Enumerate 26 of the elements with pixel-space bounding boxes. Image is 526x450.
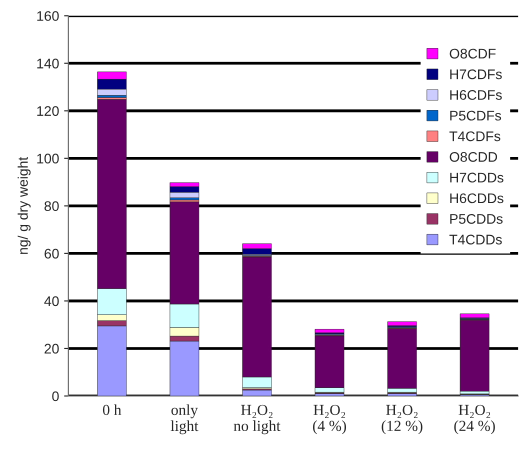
y-axis-title: ng/ g dry weight <box>18 156 31 254</box>
y-tick-label: 40 <box>44 296 59 306</box>
y-tick-label: 80 <box>44 201 59 212</box>
x-tick-label: H₂O₂ no light <box>234 404 280 434</box>
y-tick-label: 20 <box>44 344 59 354</box>
legend-label: O8CDF <box>450 48 496 59</box>
y-tick-label: 100 <box>37 154 59 164</box>
x-tick-label: H₂O₂ (4 %) <box>313 404 346 434</box>
legend-label: T4CDDs <box>449 234 502 244</box>
legend-label: H7CDFs <box>450 69 502 80</box>
legend-label: H7CDDs <box>450 172 504 183</box>
legend-label: P5CDDs <box>450 214 503 224</box>
x-tick-label: H₂O₂ (24 %) <box>454 404 495 434</box>
x-tick-label: H₂O₂ (12 %) <box>382 404 422 434</box>
y-tick-label: 60 <box>44 248 59 259</box>
y-tick-label: 0 <box>52 391 59 402</box>
legend-label: O8CDD <box>450 152 498 162</box>
y-tick-label: 160 <box>37 11 59 21</box>
y-tick-label: 120 <box>37 106 59 116</box>
legend-label: H6CDDs <box>450 193 504 204</box>
legend-label: H6CDFs <box>450 90 502 100</box>
legend-label: T4CDFs <box>449 131 500 142</box>
x-tick-label: only light <box>170 404 198 434</box>
y-tick-label: 140 <box>37 58 59 68</box>
legend-label: P5CDFs <box>450 110 502 121</box>
x-tick-label: 0 h <box>102 404 122 416</box>
